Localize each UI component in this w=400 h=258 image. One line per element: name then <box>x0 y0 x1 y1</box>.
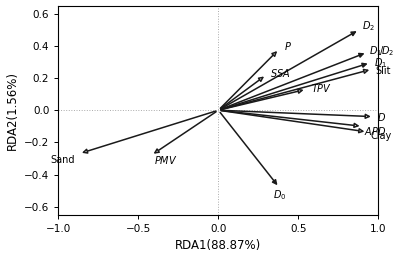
Text: $D$: $D$ <box>377 111 386 123</box>
Text: $D_1\!/\!D_2$: $D_1\!/\!D_2$ <box>369 44 394 58</box>
Text: $D_1$: $D_1$ <box>374 56 387 70</box>
Text: $D_2$: $D_2$ <box>362 20 376 33</box>
Text: Slit: Slit <box>375 66 391 76</box>
Text: $PMV$: $PMV$ <box>154 154 178 166</box>
Text: $P$: $P$ <box>284 40 292 52</box>
Text: $APD$: $APD$ <box>364 125 386 137</box>
Text: $SSA$: $SSA$ <box>270 67 290 79</box>
Text: Sand: Sand <box>50 155 74 165</box>
Text: $TPV$: $TPV$ <box>311 82 332 94</box>
Y-axis label: RDA2(1.56%): RDA2(1.56%) <box>6 71 18 150</box>
X-axis label: RDA1(88.87%): RDA1(88.87%) <box>175 239 262 252</box>
Text: $D_0$: $D_0$ <box>272 189 286 203</box>
Text: Clay: Clay <box>370 131 392 141</box>
